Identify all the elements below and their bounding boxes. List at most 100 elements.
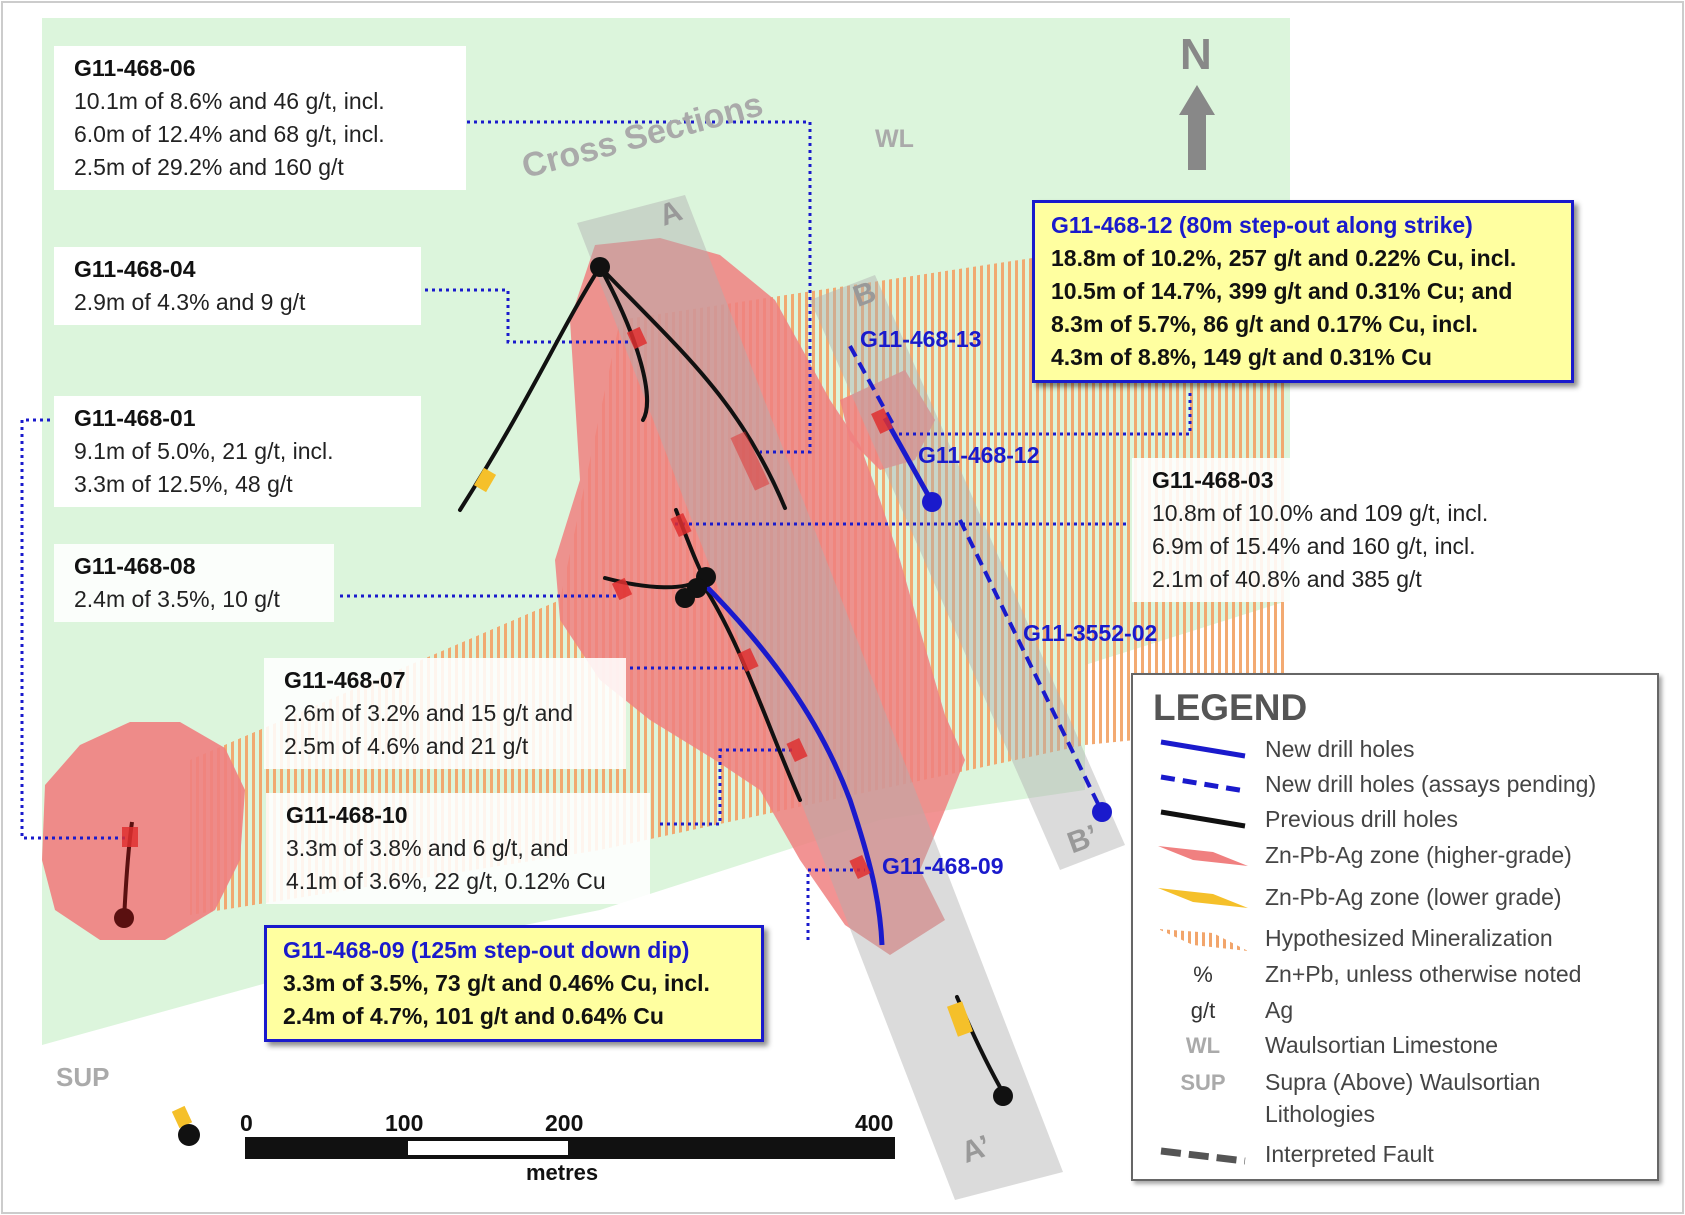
legend-row-new-holes: New drill holes xyxy=(1133,732,1659,767)
callout-line: 2.1m of 40.8% and 385 g/t xyxy=(1152,566,1422,592)
hole-label-13: G11-468-13 xyxy=(860,326,982,352)
callout-line: 10.8m of 10.0% and 109 g/t, incl. xyxy=(1152,500,1489,526)
legend-text: Previous drill holes xyxy=(1265,806,1459,832)
new-drill-hole-symbol xyxy=(1160,739,1246,759)
callout-g11-468-03: G11-468-03 10.8m of 10.0% and 109 g/t, i… xyxy=(1132,458,1535,602)
callout-line: 2.5m of 4.6% and 21 g/t xyxy=(284,733,529,759)
callout-g11-468-07: G11-468-07 2.6m of 3.2% and 15 g/t and 2… xyxy=(264,658,626,769)
low-grade-swatch xyxy=(1158,888,1248,908)
legend-row-wl: WL Waulsortian Limestone xyxy=(1133,1028,1659,1063)
callout-g11-468-01: G11-468-01 9.1m of 5.0%, 21 g/t, incl. 3… xyxy=(54,396,421,507)
callout-leaders xyxy=(20,120,1192,940)
north-label: N xyxy=(1180,30,1212,79)
hole-label-09: G11-468-09 xyxy=(882,853,1004,879)
legend-text: Waulsortian Limestone xyxy=(1265,1032,1499,1058)
legend-text: Interpreted Fault xyxy=(1265,1141,1434,1167)
scale-tick-100: 100 xyxy=(385,1110,424,1136)
new-drill-hole-09 xyxy=(698,578,885,946)
highlight-g11-468-12: G11-468-12 (80m step-out along strike) 1… xyxy=(1032,200,1574,383)
callout-title: G11-468-10 xyxy=(286,802,408,828)
scale-tick-0: 0 xyxy=(240,1110,253,1136)
callout-line: 10.1m of 8.6% and 46 g/t, incl. xyxy=(74,88,385,114)
callout-title: G11-468-07 xyxy=(284,667,406,693)
callout-line: 3.3m of 12.5%, 48 g/t xyxy=(74,471,293,497)
legend-row-low-grade: Zn-Pb-Ag zone (lower grade) xyxy=(1133,880,1659,915)
legend-text: Hypothesized Mineralization xyxy=(1265,925,1553,951)
legend-row-gpt: g/t Ag xyxy=(1133,993,1659,1028)
callout-line: 6.9m of 15.4% and 160 g/t, incl. xyxy=(1152,533,1476,559)
scale-tick-200: 200 xyxy=(545,1110,584,1136)
hypothesized-swatch xyxy=(1158,929,1248,951)
legend-row-fault: Interpreted Fault xyxy=(1133,1137,1659,1172)
highlight-line: 2.4m of 4.7%, 101 g/t and 0.64% Cu xyxy=(283,1003,664,1029)
callout-line: 3.3m of 3.8% and 6 g/t, and xyxy=(286,835,569,861)
hole-label-3552: G11-3552-02 xyxy=(1023,620,1158,646)
callout-title: G11-468-06 xyxy=(74,55,196,81)
callout-g11-468-08: G11-468-08 2.4m of 3.5%, 10 g/t xyxy=(54,544,334,622)
scale-unit: metres xyxy=(526,1160,599,1185)
callout-line: 2.9m of 4.3% and 9 g/t xyxy=(74,289,306,315)
callout-line: 2.6m of 3.2% and 15 g/t and xyxy=(284,700,573,726)
legend-symbol: g/t xyxy=(1190,998,1216,1023)
legend-symbol: SUP xyxy=(1180,1070,1226,1095)
north-arrow xyxy=(1179,85,1215,170)
fault-symbol xyxy=(1160,1147,1246,1165)
sup-label: SUP xyxy=(56,1062,110,1092)
pending-drill-hole-3552 xyxy=(958,519,1104,813)
callout-title: G11-468-01 xyxy=(74,405,196,431)
legend-text: Ag xyxy=(1265,997,1294,1023)
high-grade-swatch xyxy=(1158,846,1248,866)
scale-tick-400: 400 xyxy=(855,1110,894,1136)
callout-g11-468-06: G11-468-06 10.1m of 8.6% and 46 g/t, inc… xyxy=(54,46,466,190)
callout-g11-468-04: G11-468-04 2.9m of 4.3% and 9 g/t xyxy=(54,247,421,325)
legend-row-previous: Previous drill holes xyxy=(1133,802,1659,837)
highlight-line: 10.5m of 14.7%, 399 g/t and 0.31% Cu; an… xyxy=(1051,278,1513,304)
legend-text: Zn-Pb-Ag zone (higher-grade) xyxy=(1265,842,1572,868)
callout-title: G11-468-08 xyxy=(74,553,196,579)
highlight-g11-468-09: G11-468-09 (125m step-out down dip) 3.3m… xyxy=(264,925,764,1042)
legend-text: Zn-Pb-Ag zone (lower grade) xyxy=(1265,884,1562,910)
legend-text: Supra (Above) Waulsortian xyxy=(1265,1069,1541,1095)
legend-row-sup: SUP Supra (Above) Waulsortian Lithologie… xyxy=(1133,1065,1659,1135)
wl-label: WL xyxy=(875,125,914,153)
callout-line: 6.0m of 12.4% and 68 g/t, incl. xyxy=(74,121,385,147)
legend-row-percent: % Zn+Pb, unless otherwise noted xyxy=(1133,957,1659,992)
highlight-title: G11-468-09 (125m step-out down dip) xyxy=(283,937,690,963)
intercept-marks xyxy=(122,326,893,880)
pending-drill-hole-symbol xyxy=(1160,774,1246,794)
callout-line: 4.1m of 3.6%, 22 g/t, 0.12% Cu xyxy=(286,868,606,894)
legend-symbol: WL xyxy=(1185,1033,1221,1058)
legend-text: New drill holes (assays pending) xyxy=(1265,771,1597,797)
low-grade-marks xyxy=(171,467,973,1129)
scale-bar xyxy=(245,1137,895,1159)
callout-line: 2.4m of 3.5%, 10 g/t xyxy=(74,586,280,612)
callout-title: G11-468-04 xyxy=(74,256,196,282)
callout-g11-468-10: G11-468-10 3.3m of 3.8% and 6 g/t, and 4… xyxy=(266,793,650,904)
callout-line: 9.1m of 5.0%, 21 g/t, incl. xyxy=(74,438,334,464)
highlight-title: G11-468-12 (80m step-out along strike) xyxy=(1051,212,1473,238)
callout-line: 2.5m of 29.2% and 160 g/t xyxy=(74,154,344,180)
legend-row-pending: New drill holes (assays pending) xyxy=(1133,767,1659,802)
legend: LEGEND New drill holes New drill holes (… xyxy=(1131,673,1659,1181)
hole-label-12: G11-468-12 xyxy=(918,442,1040,468)
legend-row-high-grade: Zn-Pb-Ag zone (higher-grade) xyxy=(1133,838,1659,873)
callout-title: G11-468-03 xyxy=(1152,467,1274,493)
legend-text: Zn+Pb, unless otherwise noted xyxy=(1265,961,1582,987)
highlight-line: 8.3m of 5.7%, 86 g/t and 0.17% Cu, incl. xyxy=(1051,311,1478,337)
highlight-line: 3.3m of 3.5%, 73 g/t and 0.46% Cu, incl. xyxy=(283,970,710,996)
legend-title: LEGEND xyxy=(1153,687,1308,728)
pending-drill-hole-13 xyxy=(848,345,897,429)
new-drill-hole-12 xyxy=(882,416,935,504)
high-grade-zone-main xyxy=(555,238,965,955)
legend-symbol: % xyxy=(1193,962,1213,987)
legend-text-continued: Lithologies xyxy=(1265,1101,1375,1127)
legend-text: New drill holes xyxy=(1265,736,1415,762)
drill-collars xyxy=(114,257,1112,1146)
previous-drill-hole-symbol xyxy=(1160,809,1246,829)
highlight-line: 18.8m of 10.2%, 257 g/t and 0.22% Cu, in… xyxy=(1051,245,1517,271)
legend-row-hypothesized: Hypothesized Mineralization xyxy=(1133,921,1659,956)
highlight-line: 4.3m of 8.8%, 149 g/t and 0.31% Cu xyxy=(1051,344,1432,370)
section-band-a xyxy=(577,195,1063,1200)
